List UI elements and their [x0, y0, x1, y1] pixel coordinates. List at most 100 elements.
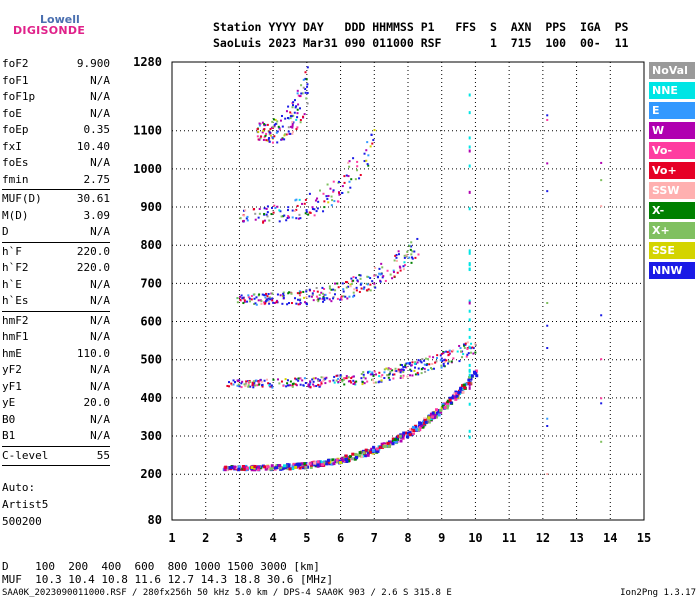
- echo-point: [366, 380, 369, 383]
- echo-point: [312, 380, 315, 383]
- x-tick-label: 12: [536, 531, 550, 545]
- echo-point: [304, 77, 307, 80]
- param-name: B0: [2, 412, 16, 426]
- echo-point: [434, 361, 437, 364]
- param-value: N/A: [90, 156, 110, 169]
- echo-point: [314, 199, 317, 202]
- echo-point: [239, 217, 242, 220]
- param-row: foE N/A: [2, 106, 110, 123]
- echo-point: [299, 217, 302, 220]
- echo-point: [546, 301, 549, 304]
- echo-point: [253, 302, 256, 305]
- echo-point: [299, 301, 302, 304]
- scaled-parameters-panel: foF2 9.900 foF1 N/A foF1p N/A foE N/A foEp 0.35 fx…: [2, 56, 110, 467]
- echo-point: [317, 200, 320, 203]
- echo-point: [338, 461, 342, 465]
- echo-point: [317, 378, 320, 381]
- echo-point: [411, 256, 414, 259]
- echo-point: [461, 356, 464, 359]
- echo-point: [428, 363, 431, 366]
- echo-point: [305, 289, 308, 292]
- param-name: h`F: [2, 244, 22, 258]
- echo-point: [236, 384, 239, 387]
- echo-point: [391, 442, 395, 446]
- echo-point: [226, 384, 229, 387]
- param-value: 20.0: [83, 396, 111, 409]
- echo-point: [423, 419, 427, 423]
- echo-point: [468, 263, 471, 267]
- echo-point: [387, 440, 391, 444]
- echo-point: [326, 297, 329, 300]
- echo-point: [297, 303, 300, 306]
- param-name: h`Es: [2, 294, 29, 307]
- echo-point: [455, 394, 459, 398]
- param-row: h`F2 220.0: [2, 260, 110, 277]
- echo-point: [366, 141, 369, 144]
- echo-point: [282, 296, 285, 299]
- echo-point: [308, 211, 311, 214]
- echo-point: [436, 354, 439, 357]
- echo-point: [301, 379, 304, 382]
- echo-point: [297, 377, 300, 380]
- echo-point: [410, 261, 413, 264]
- echo-point: [394, 367, 397, 370]
- echo-point: [380, 445, 384, 449]
- echo-point: [364, 377, 367, 380]
- echo-point: [433, 416, 437, 420]
- echo-point: [290, 115, 293, 118]
- echo-point: [439, 359, 442, 362]
- echo-point: [464, 343, 467, 346]
- echo-point: [323, 298, 326, 301]
- param-value: N/A: [90, 225, 110, 238]
- echo-point: [378, 272, 381, 275]
- echo-point: [468, 249, 471, 253]
- program-version: Ion2Png 1.3.17: [620, 588, 696, 598]
- echo-point: [353, 382, 356, 385]
- echo-point: [363, 286, 366, 289]
- echo-point: [286, 467, 290, 471]
- echo-point: [474, 344, 477, 347]
- echo-point: [393, 438, 397, 442]
- echo-point: [404, 264, 407, 267]
- echo-point: [297, 103, 300, 106]
- echo-point: [293, 209, 296, 212]
- y-tick-label: 200: [140, 467, 162, 481]
- echo-point: [352, 276, 355, 279]
- echo-point: [468, 145, 471, 149]
- echo-point: [255, 296, 258, 299]
- param-value: 9.900: [76, 57, 110, 70]
- echo-point: [272, 125, 275, 128]
- x-tick-label: 7: [371, 531, 378, 545]
- echo-point: [342, 295, 345, 298]
- echo-point: [468, 309, 471, 313]
- echo-point: [237, 465, 241, 469]
- echo-point: [373, 282, 376, 285]
- echo-point: [356, 160, 359, 163]
- param-value: 220.0: [76, 261, 110, 274]
- echo-point: [374, 449, 378, 453]
- echo-point: [285, 133, 288, 136]
- echo-point: [350, 178, 353, 181]
- echo-point: [369, 373, 372, 376]
- echo-point: [342, 290, 345, 293]
- echo-point: [400, 368, 403, 371]
- echo-point: [295, 384, 298, 387]
- legend-item-ssw: SSW: [649, 182, 695, 199]
- echo-point: [341, 378, 344, 381]
- echo-point: [351, 282, 354, 285]
- param-name: C-level: [2, 448, 49, 462]
- echo-point: [304, 464, 308, 468]
- echo-point: [246, 215, 249, 218]
- param-row: h`Es N/A: [2, 293, 110, 310]
- echo-point: [374, 381, 377, 384]
- echo-point: [300, 92, 303, 95]
- echo-point: [249, 300, 252, 303]
- echo-point: [455, 392, 459, 396]
- echo-point: [333, 375, 336, 378]
- echo-point: [328, 298, 331, 301]
- echo-point: [372, 449, 376, 453]
- echo-point: [316, 463, 320, 467]
- echo-point: [242, 302, 245, 305]
- echo-point: [347, 380, 350, 383]
- echo-point: [286, 379, 289, 382]
